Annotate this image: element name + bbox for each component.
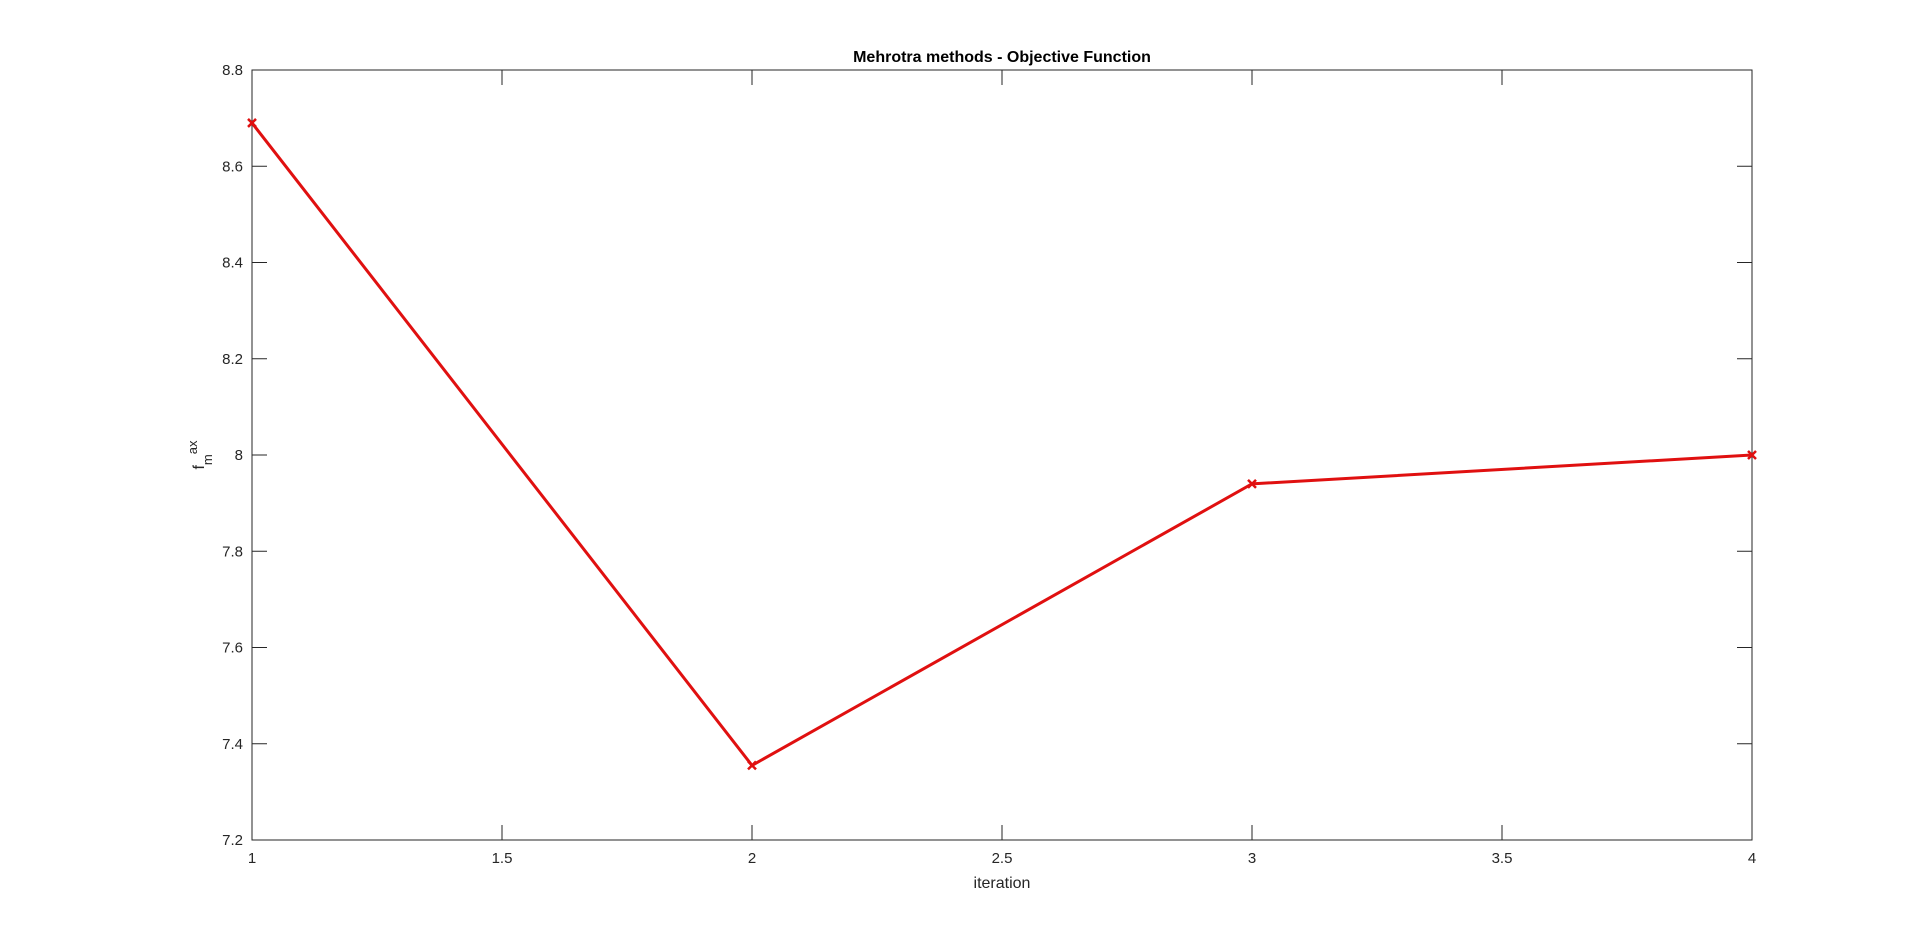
- y-tick-label: 8.4: [222, 255, 243, 272]
- x-axis-label: iteration: [974, 875, 1031, 892]
- data-point-marker: [747, 760, 757, 771]
- x-tick-label: 4: [1748, 850, 1756, 867]
- x-tick-label: 2: [748, 850, 756, 867]
- x-tick-label: 3.5: [1492, 850, 1513, 867]
- x-tick-label: 1.5: [492, 850, 513, 867]
- y-axis-label-sup: ax: [185, 440, 200, 454]
- series-layer: [247, 118, 1757, 771]
- chart-title: Mehrotra methods - Objective Function: [853, 49, 1151, 66]
- data-point-marker: [1747, 450, 1757, 460]
- y-tick-label: 7.2: [222, 832, 243, 849]
- y-axis-label-base: f: [191, 465, 208, 470]
- y-tick-label: 8.2: [222, 351, 243, 368]
- plot-area: [251, 69, 1753, 841]
- y-tick-label: 8.8: [222, 62, 243, 79]
- y-tick-label: 7.8: [222, 543, 243, 560]
- y-tick-label: 7.4: [222, 736, 243, 753]
- y-axis-label: fmax: [185, 440, 215, 470]
- y-tick-label: 8: [235, 447, 243, 464]
- series-line: [250, 122, 1753, 768]
- axis-ticks: 1 1.5 2 2.5 3 3.5 4 7.2 7.4 7.6 7.8 8 8.2 8.4 8.6 8.8: [222, 62, 1756, 867]
- x-tick-label: 3: [1248, 850, 1256, 867]
- y-tick-label: 7.6: [222, 640, 243, 657]
- x-tick-label: 2.5: [992, 850, 1013, 867]
- data-point-marker: [1247, 478, 1257, 489]
- y-axis-label-sub: m: [200, 454, 215, 465]
- y-tick-label: 8.6: [222, 158, 243, 175]
- data-point-marker: [247, 118, 257, 128]
- x-tick-label: 1: [248, 850, 256, 867]
